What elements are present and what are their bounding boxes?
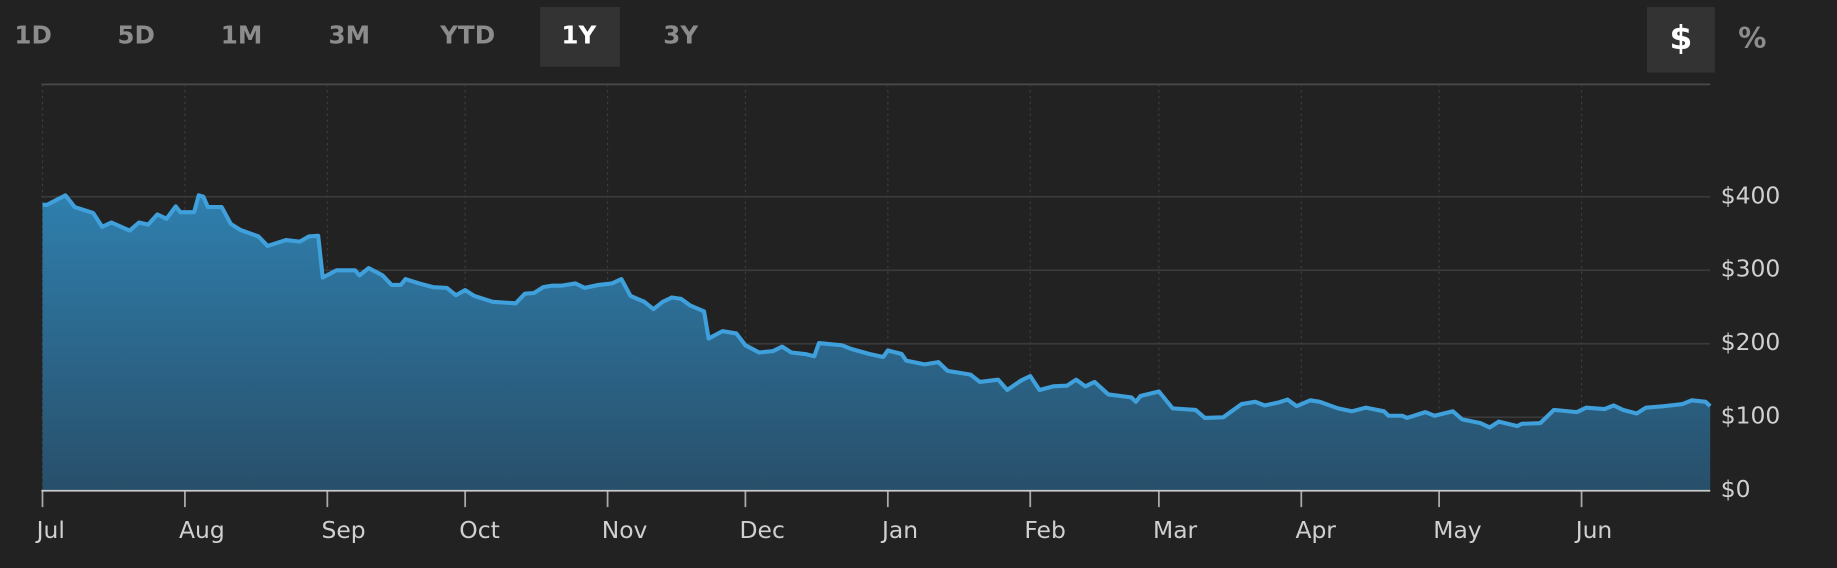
- range-button[interactable]: 1M: [221, 20, 263, 49]
- selected-unit-bg: [1646, 7, 1715, 73]
- y-tick-label: $0: [1721, 475, 1751, 503]
- x-tick-label: Apr: [1295, 516, 1336, 544]
- y-tick-label: $400: [1721, 181, 1781, 209]
- y-tick-label: $200: [1721, 328, 1781, 356]
- range-button[interactable]: 3Y: [663, 20, 699, 49]
- x-tick-label: Jul: [35, 516, 65, 544]
- x-tick-label: Jan: [880, 516, 918, 544]
- y-tick-label: $100: [1721, 402, 1781, 430]
- x-tick-label: Dec: [740, 516, 785, 544]
- unit-button[interactable]: %: [1738, 22, 1766, 55]
- selected-range-bg: [540, 7, 620, 67]
- range-button[interactable]: 1Y: [561, 20, 597, 49]
- range-button[interactable]: 5D: [117, 20, 155, 49]
- y-tick-label: $300: [1721, 255, 1781, 283]
- range-button[interactable]: 1D: [14, 20, 52, 49]
- range-button[interactable]: 3M: [329, 20, 371, 49]
- price-line: [42, 193, 1712, 430]
- x-tick-label: Aug: [179, 516, 225, 544]
- range-button[interactable]: YTD: [439, 20, 495, 49]
- x-tick-label: Mar: [1153, 516, 1198, 544]
- unit-button[interactable]: $: [1670, 19, 1693, 57]
- x-tick-label: Sep: [321, 516, 365, 544]
- x-tick-label: May: [1433, 516, 1482, 544]
- area-fill: [42, 195, 1711, 491]
- x-tick-label: Feb: [1024, 516, 1065, 544]
- x-tick-label: Nov: [602, 516, 648, 544]
- x-tick-label: Jun: [1574, 516, 1613, 544]
- x-tick-label: Oct: [459, 516, 499, 544]
